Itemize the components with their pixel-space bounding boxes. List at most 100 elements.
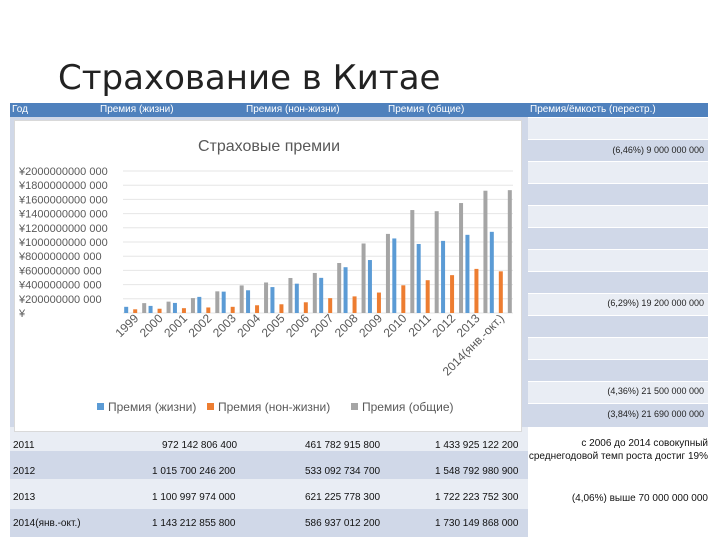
- bar: [465, 234, 470, 313]
- bar: [392, 238, 397, 313]
- legend-label: Премия (жизни): [108, 400, 196, 414]
- slide-title: Страхование в Китае: [58, 58, 441, 98]
- y-tick-label: ¥: [18, 308, 26, 320]
- bar: [264, 282, 269, 313]
- bar: [172, 302, 177, 313]
- row-year: 2013: [13, 492, 36, 503]
- premium-chart: Страховые премии ¥ ¥200000000 000 ¥4000000…: [18, 138, 513, 414]
- ratio-cell: [528, 359, 708, 381]
- bar: [294, 283, 299, 313]
- bar: [416, 243, 421, 313]
- x-tick-label: 2001: [161, 311, 190, 340]
- bar: [157, 308, 162, 313]
- bar: [148, 305, 153, 313]
- bar: [337, 263, 342, 313]
- legend-label: Премия (общие): [362, 400, 454, 414]
- row-total: 1 722 223 752 300: [435, 492, 519, 503]
- bar: [230, 306, 235, 313]
- bar: [190, 298, 195, 313]
- row-year: 2012: [13, 466, 36, 477]
- header-ratio: Премия/ёмкость (перестр.): [528, 103, 708, 117]
- bar: [270, 287, 275, 313]
- header-year: Год: [10, 103, 98, 117]
- x-tick-label: 2011: [406, 311, 434, 339]
- bar: [459, 203, 464, 313]
- ratio-cell: [528, 337, 708, 359]
- row-nonlife: 621 225 778 300: [305, 492, 381, 503]
- x-tick-label: 2005: [259, 311, 288, 340]
- ratio-cell: [528, 183, 708, 205]
- row-nonlife: 586 937 012 200: [305, 518, 381, 529]
- row-life: 1 143 212 855 800: [152, 518, 236, 529]
- ratio-cell: [528, 271, 708, 293]
- ratio-value: (6,46%) 9 000 000 000: [612, 145, 704, 155]
- bar: [197, 296, 202, 313]
- row-total: 1 433 925 122 200: [435, 440, 519, 451]
- bar: [425, 280, 430, 313]
- header-life: Премия (жизни): [98, 103, 244, 117]
- bar: [279, 304, 284, 313]
- x-tick-label: 2008: [332, 311, 361, 340]
- row-nonlife: 533 092 734 700: [305, 466, 381, 477]
- y-tick-label: ¥2000000000 000: [18, 166, 108, 178]
- bar: [124, 306, 129, 313]
- ratio-cell: [528, 315, 708, 337]
- ratio-cell: (6,46%) 9 000 000 000: [528, 139, 708, 161]
- bar: [352, 296, 357, 313]
- bar: [328, 298, 333, 313]
- ratio-cell: (6,29%) 19 200 000 000: [528, 293, 708, 315]
- ratio-cell: [528, 227, 708, 249]
- bar: [319, 277, 324, 313]
- legend-swatch: [207, 403, 214, 410]
- x-tick-label: 2009: [356, 311, 385, 340]
- bar: [142, 303, 147, 313]
- y-tick-label: ¥1000000000 000: [18, 237, 108, 249]
- y-tick-label: ¥800000000 000: [18, 251, 102, 263]
- bar: [133, 309, 138, 313]
- y-tick-label: ¥1400000000 000: [18, 209, 108, 221]
- note-cell: [528, 427, 708, 537]
- y-tick-label: ¥200000000 000: [18, 294, 102, 306]
- bar: [385, 233, 390, 313]
- y-tick-label: ¥1800000000 000: [18, 180, 108, 192]
- ratio-value: (6,29%) 19 200 000 000: [607, 298, 704, 308]
- bar: [166, 301, 171, 313]
- legend-swatch: [97, 403, 104, 410]
- bar: [376, 292, 381, 313]
- bar: [434, 211, 439, 313]
- row-year: 2011: [13, 440, 35, 451]
- bar: [361, 243, 366, 313]
- bar: [343, 267, 348, 313]
- ratio-value: (4,36%) 21 500 000 000: [607, 386, 704, 396]
- y-tick-label: ¥1200000000 000: [18, 223, 108, 235]
- chart-area: Страховые премии ¥ ¥200000000 000 ¥4000000…: [14, 120, 522, 432]
- bar: [206, 307, 211, 313]
- x-tick-label: 1999: [113, 311, 142, 340]
- bar: [367, 260, 372, 313]
- ratio-cell: (3,84%) 21 690 000 000: [528, 403, 708, 427]
- ratio-cell: (4,36%) 21 500 000 000: [528, 381, 708, 403]
- bar: [507, 190, 512, 313]
- row-life: 972 142 806 400: [162, 440, 238, 451]
- row-total: 1 730 149 868 000: [435, 518, 519, 529]
- x-tick-label: 2004: [234, 311, 263, 340]
- x-tick-label: 2000: [137, 311, 166, 340]
- row-nonlife: 461 782 915 800: [305, 440, 381, 451]
- bar: [401, 285, 406, 313]
- row-total: 1 548 792 980 900: [435, 466, 519, 477]
- y-tick-label: ¥1600000000 000: [18, 194, 108, 206]
- bar: [221, 291, 226, 313]
- chart-title: Страховые премии: [198, 138, 340, 155]
- bar: [246, 290, 251, 313]
- ratio-cell: [528, 117, 708, 139]
- header-nonlife: Премия (нон-жизни): [244, 103, 386, 117]
- bar: [441, 240, 446, 313]
- ratio-cell: [528, 161, 708, 183]
- header-total: Премия (общие): [386, 103, 528, 117]
- bar: [215, 291, 220, 313]
- growth-note: с 2006 до 2014 совокупный среднегодовой …: [528, 438, 708, 462]
- ratio-value: (3,84%) 21 690 000 000: [607, 409, 704, 419]
- x-tick-label: 2006: [283, 311, 312, 340]
- bar: [450, 275, 455, 313]
- bar: [410, 210, 415, 313]
